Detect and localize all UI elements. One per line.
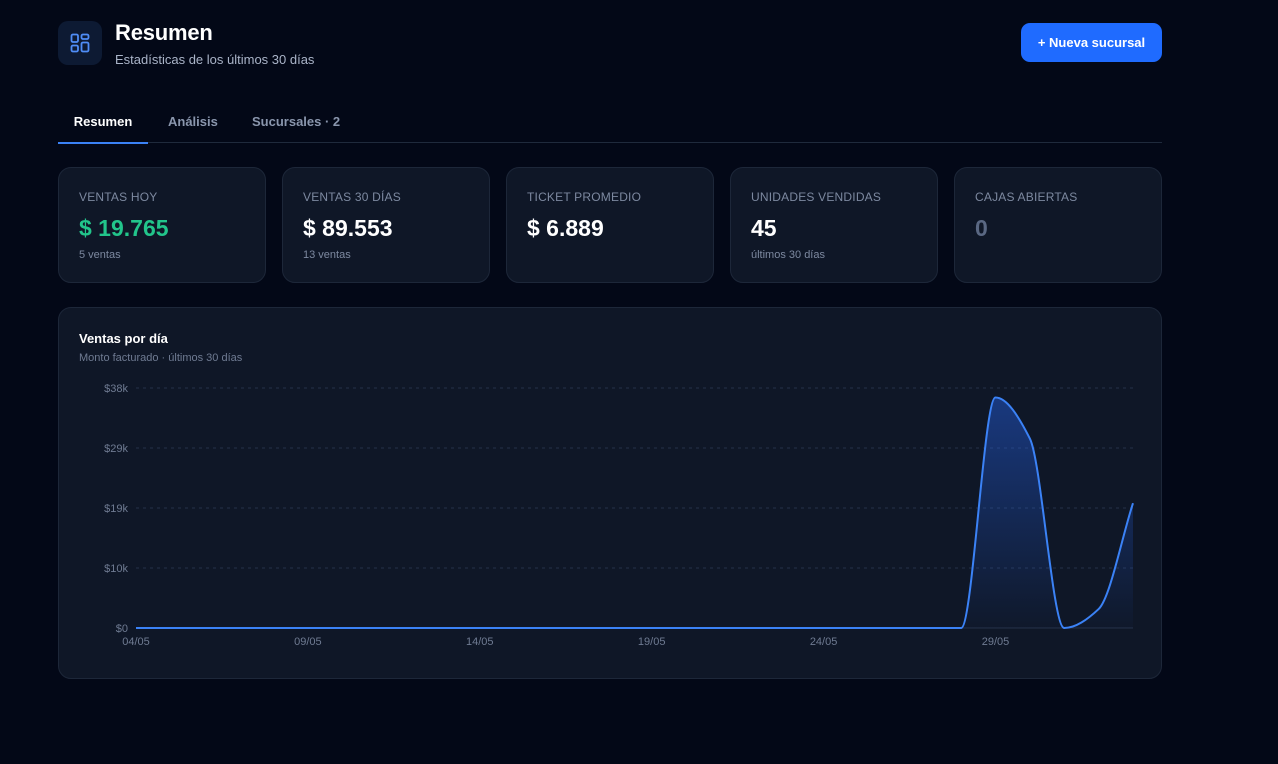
page-title: Resumen bbox=[115, 20, 213, 45]
kpi-card-ventas-hoy: VENTAS HOY $ 19.765 5 ventas bbox=[58, 167, 266, 283]
y-tick-label: $19k bbox=[104, 503, 128, 515]
data-point-08-05[interactable] bbox=[270, 624, 278, 632]
kpi-subtext: últimos 30 días bbox=[751, 249, 825, 261]
data-point-22-05[interactable] bbox=[751, 624, 759, 632]
y-tick-label: $38k bbox=[104, 383, 128, 395]
page-subtitle: Estadísticas de los últimos 30 días bbox=[115, 52, 315, 67]
data-point-11-05[interactable] bbox=[373, 624, 381, 632]
kpi-label: VENTAS HOY bbox=[79, 190, 158, 204]
page-header: Resumen Estadísticas de los últimos 30 d… bbox=[58, 20, 1162, 67]
kpi-label: UNIDADES VENDIDAS bbox=[751, 190, 882, 204]
sales-chart-card: Ventas por día Monto facturado · últimos… bbox=[58, 307, 1162, 679]
data-point-01-06[interactable] bbox=[1095, 605, 1103, 613]
tab-sucursales[interactable]: Sucursales · 2 bbox=[252, 102, 340, 143]
data-point-04-05[interactable] bbox=[132, 624, 140, 632]
data-point-10-05[interactable] bbox=[338, 624, 346, 632]
kpi-subtext: 13 ventas bbox=[303, 249, 351, 261]
data-point-02-06[interactable] bbox=[1129, 499, 1137, 507]
sales-series-line bbox=[135, 396, 1134, 630]
data-point-07-05[interactable] bbox=[235, 624, 243, 632]
data-point-14-05[interactable] bbox=[476, 624, 484, 632]
data-point-12-05[interactable] bbox=[407, 624, 415, 632]
kpi-card-ventas-30-dias: VENTAS 30 DÍAS $ 89.553 13 ventas bbox=[282, 167, 490, 283]
sales-area-chart: $0 $10k $19k $29k $38k 04/05 09/05 14/05 19/05 24… bbox=[104, 383, 1137, 648]
data-point-21-05[interactable] bbox=[716, 624, 724, 632]
x-tick-label: 19/05 bbox=[638, 636, 666, 648]
data-point-15-05[interactable] bbox=[510, 624, 518, 632]
data-point-17-05[interactable] bbox=[579, 624, 587, 632]
x-tick-label: 09/05 bbox=[294, 636, 322, 648]
kpi-card-ticket-promedio: TICKET PROMEDIO $ 6.889 bbox=[506, 167, 714, 283]
kpi-value: 0 bbox=[975, 215, 988, 241]
data-point-19-05[interactable] bbox=[648, 624, 656, 632]
data-point-26-05[interactable] bbox=[888, 624, 896, 632]
chart-subtitle: Monto facturado · últimos 30 días bbox=[79, 352, 243, 364]
data-point-18-05[interactable] bbox=[613, 624, 621, 632]
kpi-value: $ 6.889 bbox=[527, 215, 604, 241]
x-tick-label: 04/05 bbox=[122, 636, 150, 648]
kpi-value: 45 bbox=[751, 215, 777, 241]
data-point-30-05[interactable] bbox=[1026, 435, 1034, 443]
data-point-27-05[interactable] bbox=[923, 624, 931, 632]
kpi-subtext: 5 ventas bbox=[79, 249, 121, 261]
data-point-20-05[interactable] bbox=[682, 624, 690, 632]
y-tick-label: $29k bbox=[104, 443, 128, 455]
kpi-label: TICKET PROMEDIO bbox=[527, 190, 642, 204]
kpi-card-cajas-abiertas: CAJAS ABIERTAS 0 bbox=[954, 167, 1162, 283]
kpi-value: $ 89.553 bbox=[303, 215, 393, 241]
tab-label: Resumen bbox=[73, 114, 133, 129]
kpi-card-unidades-vendidas: UNIDADES VENDIDAS 45 últimos 30 días bbox=[730, 167, 938, 283]
data-point-23-05[interactable] bbox=[785, 624, 793, 632]
data-point-05-05[interactable] bbox=[166, 624, 174, 632]
data-point-24-05[interactable] bbox=[820, 624, 828, 632]
x-tick-label: 29/05 bbox=[982, 636, 1010, 648]
dashboard-grid-icon bbox=[58, 21, 102, 65]
tab-label: Análisis bbox=[168, 114, 218, 129]
chart-title: Ventas por día bbox=[79, 331, 168, 346]
data-point-25-05[interactable] bbox=[854, 624, 862, 632]
data-point-16-05[interactable] bbox=[545, 624, 553, 632]
new-branch-button[interactable]: + Nueva sucursal bbox=[1021, 23, 1162, 62]
kpi-label: CAJAS ABIERTAS bbox=[975, 190, 1078, 204]
data-point-13-05[interactable] bbox=[441, 624, 449, 632]
data-point-29-05[interactable] bbox=[991, 393, 999, 401]
sales-area-fill bbox=[136, 397, 1133, 628]
y-tick-label: $10k bbox=[104, 563, 128, 575]
data-point-09-05[interactable] bbox=[304, 624, 312, 632]
tab-analisis[interactable]: Análisis bbox=[168, 102, 218, 143]
tab-resumen[interactable]: Resumen bbox=[58, 102, 148, 144]
data-point-31-05[interactable] bbox=[1060, 624, 1068, 632]
data-point-28-05[interactable] bbox=[957, 624, 965, 632]
x-tick-label: 14/05 bbox=[466, 636, 494, 648]
kpi-value: $ 19.765 bbox=[79, 215, 169, 241]
kpi-label: VENTAS 30 DÍAS bbox=[303, 190, 401, 204]
y-tick-label: $0 bbox=[116, 623, 128, 635]
data-point-06-05[interactable] bbox=[201, 624, 209, 632]
tab-label: Sucursales · 2 bbox=[252, 114, 341, 129]
x-tick-label: 24/05 bbox=[810, 636, 838, 648]
tab-bar: Resumen Análisis Sucursales · 2 bbox=[58, 102, 1162, 144]
